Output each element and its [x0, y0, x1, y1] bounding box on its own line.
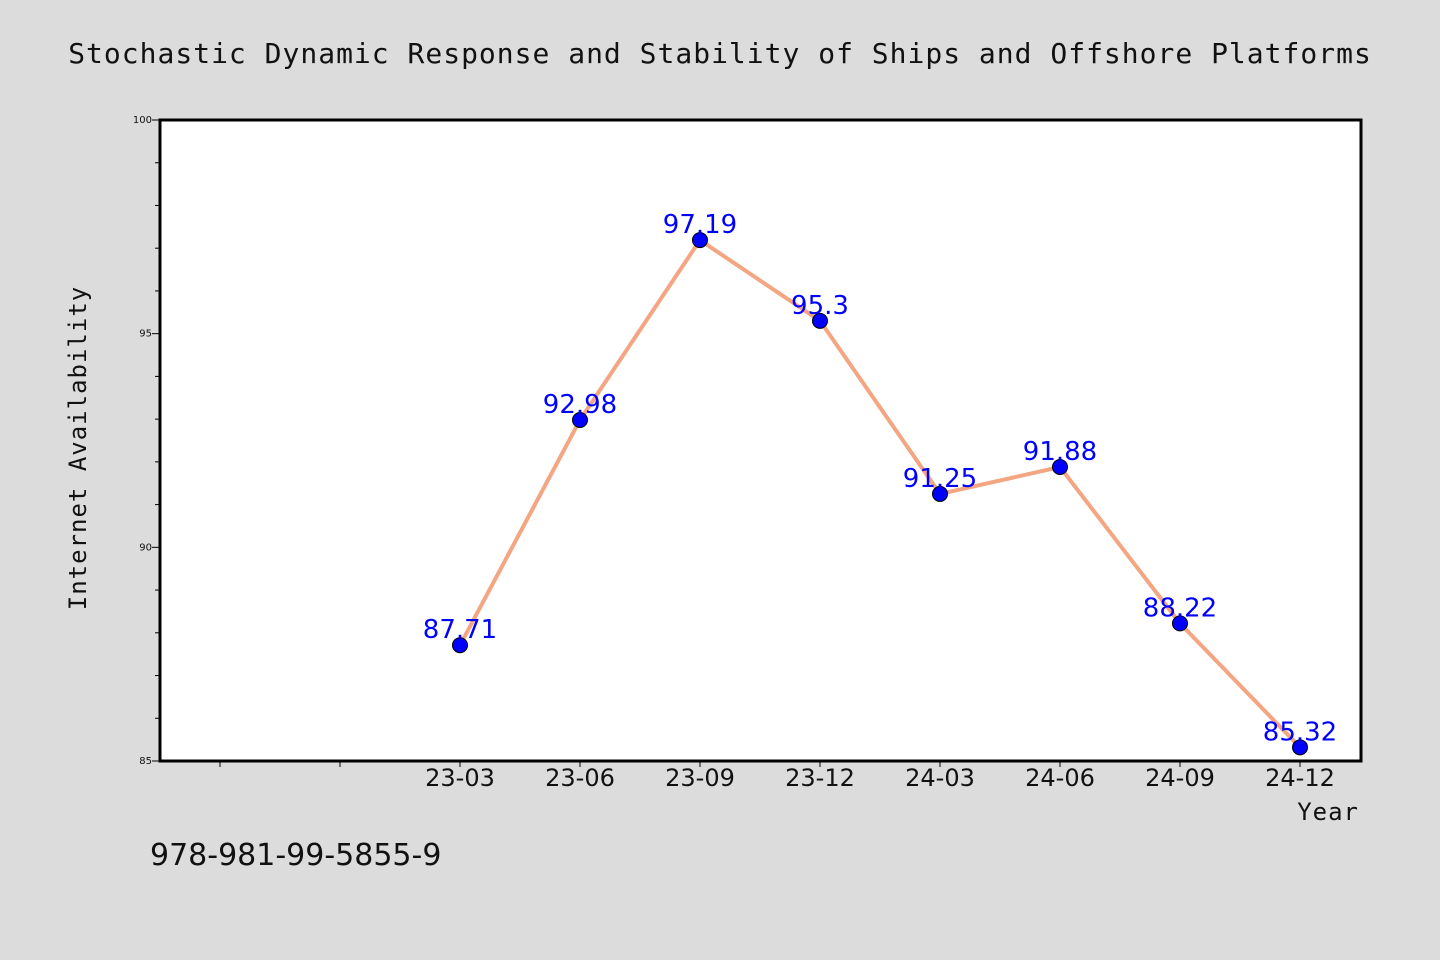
isbn-text: 978-981-99-5855-9	[150, 838, 441, 873]
x-axis-label: Year	[1297, 798, 1359, 826]
data-label: 91.25	[903, 464, 977, 494]
data-label: 92.98	[543, 390, 617, 420]
y-tick-label: 85	[139, 756, 152, 767]
data-point	[812, 312, 828, 329]
chart-title: Stochastic Dynamic Response and Stabilit…	[68, 37, 1372, 70]
y-tick-label: 100	[133, 115, 152, 126]
x-tick-label: 23-03	[425, 764, 495, 792]
data-point	[692, 232, 708, 249]
data-label: 95.3	[791, 291, 849, 321]
x-tick-label: 23-06	[545, 764, 615, 792]
x-axis-ticks: 23-03 23-06 23-09 23-12 24-03 24-06 24-09 24-12	[219, 761, 1335, 792]
y-axis-label: Internet Availability	[64, 286, 92, 610]
x-tick-label: 24-03	[905, 764, 975, 792]
plot-area	[158, 118, 1363, 763]
data-point	[1292, 739, 1308, 756]
y-axis-ticks: 85 90 95 100	[133, 115, 160, 767]
data-point	[572, 411, 588, 428]
x-tick-label: 23-09	[665, 764, 735, 792]
data-label: 87.71	[423, 615, 497, 645]
data-label: 88.22	[1143, 593, 1217, 623]
x-tick-label: 24-06	[1025, 764, 1095, 792]
data-label: 85.32	[1263, 717, 1337, 747]
x-tick-label: 24-12	[1265, 764, 1335, 792]
x-tick-label: 24-09	[1145, 764, 1215, 792]
data-point	[932, 485, 948, 502]
data-point	[452, 637, 468, 654]
y-tick-label: 95	[139, 329, 152, 340]
series-line	[458, 238, 1302, 749]
data-point	[1052, 458, 1068, 475]
x-tick-label: 23-12	[785, 764, 855, 792]
series-layer: 87.71 92.98 97.19 95.3 91.25 91.88 88.22 85.32	[423, 210, 1337, 756]
data-label: 91.88	[1023, 437, 1097, 467]
data-label: 97.19	[663, 210, 737, 240]
data-point	[1172, 615, 1188, 632]
y-tick-label: 90	[139, 542, 152, 553]
